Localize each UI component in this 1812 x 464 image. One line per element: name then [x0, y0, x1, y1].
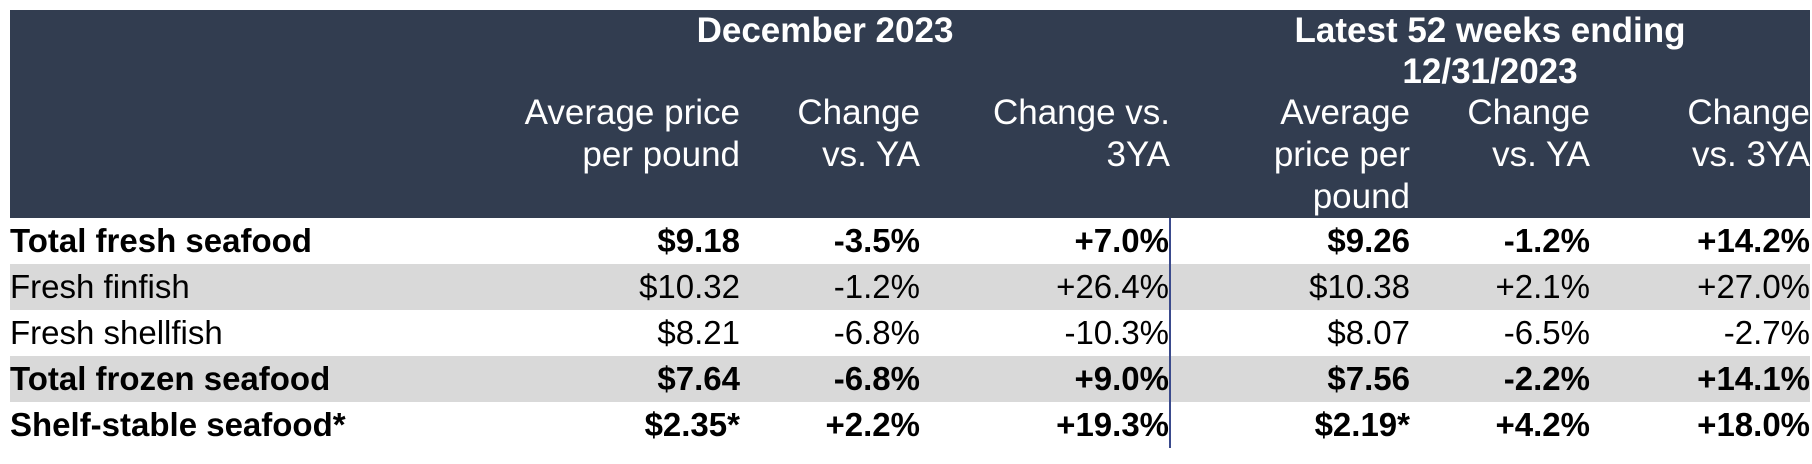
table-cell: +4.2%: [1495, 406, 1591, 443]
row-label: Fresh shellfish: [10, 314, 223, 351]
column-header-2-line1: Change: [797, 93, 920, 132]
table-cell: $7.64: [480, 356, 740, 402]
column-header-4-line3: pound: [1312, 177, 1411, 216]
table-cell: +2.2%: [825, 406, 921, 443]
table-row: Shelf-stable seafood* $2.35* +2.2% +19.3% $2…: [10, 402, 1810, 448]
row-label: Total fresh seafood: [10, 222, 312, 259]
header-blank-cell: [10, 10, 480, 92]
column-header-label: [10, 92, 480, 218]
table-cell: $10.32: [480, 264, 740, 310]
column-header-3-line2: 3YA: [1106, 135, 1171, 174]
table-cell: $7.56: [1170, 356, 1411, 402]
table-cell: +14.1%: [1590, 356, 1811, 402]
table-cell: $2.19*: [1314, 406, 1411, 443]
table-cell: -10.3%: [920, 310, 1172, 356]
table-cell: +7.0%: [920, 218, 1172, 264]
table-cell: $8.07: [1327, 314, 1411, 351]
group-header-december-2023: December 2023: [480, 10, 1170, 92]
column-header-6-line1: Change: [1687, 93, 1811, 132]
row-label: Fresh finfish: [10, 264, 480, 310]
row-label: Shelf-stable seafood*: [10, 406, 346, 443]
table-cell: $10.38: [1170, 264, 1411, 310]
column-header-1-line1: Average price: [524, 93, 740, 132]
group-header-right-line1: Latest 52 weeks ending: [1294, 11, 1686, 50]
column-header-2: Change vs. YA: [740, 92, 920, 218]
column-header-3: Change vs. 3YA: [920, 92, 1170, 218]
column-header-4: Average price per pound: [1170, 92, 1410, 218]
table-cell: +26.4%: [920, 264, 1172, 310]
column-header-3-line1: Change vs.: [992, 93, 1171, 132]
column-header-5-line1: Change: [1467, 93, 1591, 132]
group-header-right-line2: 12/31/2023: [1402, 52, 1578, 91]
table-cell: -6.8%: [833, 314, 920, 351]
table-cell: -6.5%: [1503, 314, 1591, 351]
column-header-1-line2: per pound: [582, 135, 740, 174]
table-cell: -6.8%: [740, 356, 920, 402]
table-cell: $2.35*: [644, 406, 740, 443]
table-row: Fresh finfish $10.32 -1.2% +26.4% $10.38 +2.1…: [10, 264, 1811, 310]
table-cell: +9.0%: [920, 356, 1172, 402]
table-cell: +2.1%: [1410, 264, 1591, 310]
table-row: Total frozen seafood $7.64 -6.8% +9.0% $7.56…: [10, 356, 1811, 402]
column-header-6-line2: vs. 3YA: [1692, 135, 1811, 174]
table-cell: $8.21: [657, 314, 740, 351]
column-header-5: Change vs. YA: [1410, 92, 1590, 218]
column-header-4-line1: Average: [1280, 93, 1411, 132]
table-cell: -2.7%: [1723, 314, 1811, 351]
table-row: Fresh shellfish $8.21 -6.8% -10.3% $8.07 -6.5…: [10, 310, 1810, 356]
column-header-1: Average price per pound: [480, 92, 740, 218]
seafood-price-table: December 2023 Latest 52 weeks ending 12/…: [10, 10, 1811, 448]
column-header-2-line2: vs. YA: [822, 135, 920, 174]
table-cell: +14.2%: [1697, 222, 1811, 259]
group-header-left-text: December 2023: [696, 11, 954, 50]
table-cell: -1.2%: [740, 264, 920, 310]
group-header-latest-52-weeks: Latest 52 weeks ending 12/31/2023: [1170, 10, 1810, 92]
table-cell: +27.0%: [1590, 264, 1811, 310]
table-cell: +18.0%: [1697, 406, 1811, 443]
table-cell: -3.5%: [833, 222, 920, 259]
column-header-4-line2: price per: [1273, 135, 1411, 174]
table-row: Total fresh seafood $9.18 -3.5% +7.0% $9.26 -…: [10, 218, 1810, 264]
table-cell: -1.2%: [1503, 222, 1591, 259]
column-header-6: Change vs. 3YA: [1590, 92, 1810, 218]
table-cell: -2.2%: [1410, 356, 1591, 402]
table-cell: $9.18: [657, 222, 740, 259]
table-cell: +19.3%: [920, 402, 1172, 448]
row-label: Total frozen seafood: [10, 356, 480, 402]
column-header-5-line2: vs. YA: [1492, 135, 1591, 174]
table-cell: $9.26: [1327, 222, 1411, 259]
